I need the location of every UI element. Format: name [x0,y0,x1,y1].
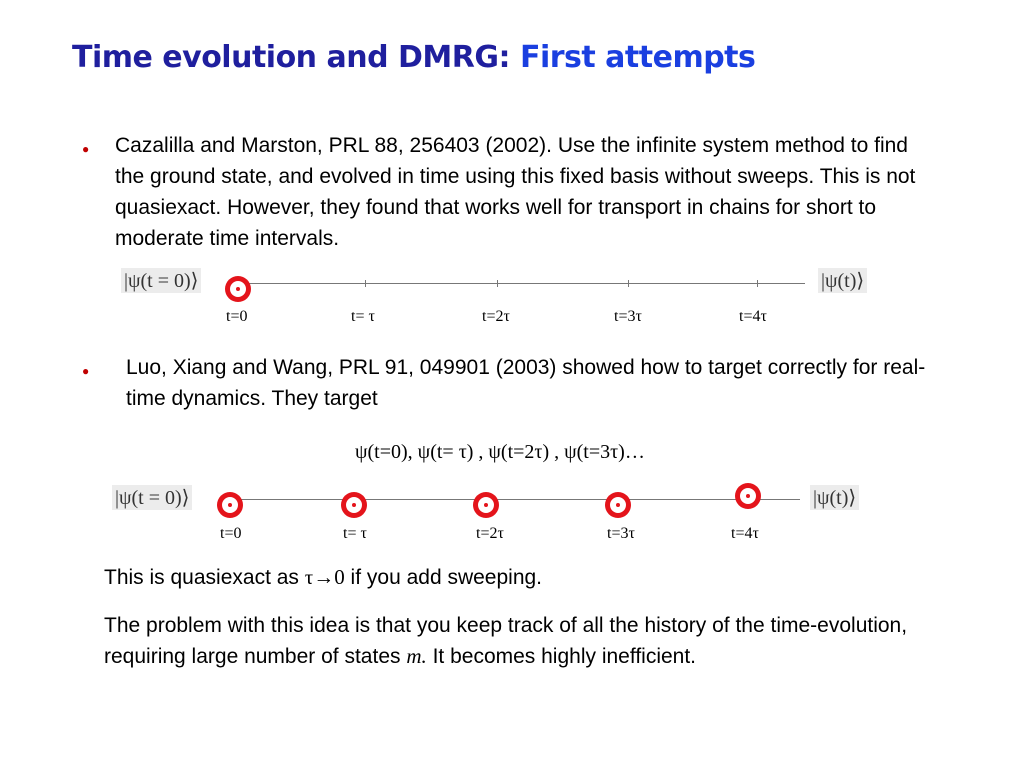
bullet-2-text: Luo, Xiang and Wang, PRL 91, 049901 (200… [126,356,926,410]
time-label: t=2τ [482,308,510,325]
timeline-1-tick [497,280,498,287]
left-ket-2: |ψ(t = 0)⟩ [112,485,193,510]
time-label: t=4τ [739,308,767,325]
time-label: t=4τ [731,525,759,542]
timeline-1-tick [365,280,366,287]
target-states-equation: ψ(t=0), ψ(t= τ) , ψ(t=2τ) , ψ(t=3τ)… [355,441,645,463]
timeline-2-axis [225,499,800,500]
slide-title: Time evolution and DMRG: First attempts [72,40,756,75]
target-marker [217,492,243,518]
quasiexact-note: This is quasiexact as τ→0 if you add swe… [104,565,543,589]
left-ket-1: |ψ(t = 0)⟩ [121,268,202,293]
timeline-1-tick [628,280,629,287]
time-label: t=2τ [476,525,504,542]
bullet-1-text: Cazalilla and Marston, PRL 88, 256403 (2… [115,134,916,250]
target-marker [735,483,761,509]
right-ket-2: |ψ(t)⟩ [810,485,860,510]
bullet-marker-2: ● [82,364,90,378]
title-main: Time evolution and DMRG: [72,40,511,75]
time-label: t=0 [220,525,242,542]
time-label: t= τ [343,525,367,542]
target-marker [473,492,499,518]
target-marker [225,276,251,302]
target-marker [341,492,367,518]
right-ket-1: |ψ(t)⟩ [818,268,868,293]
time-label: t=0 [226,308,248,325]
time-label: t=3τ [614,308,642,325]
problem-note: The problem with this idea is that you k… [104,614,908,668]
tau-limit: τ→0 [304,565,345,589]
time-label: t= τ [351,308,375,325]
time-label: t=3τ [607,525,635,542]
states-m: m. [406,644,427,668]
target-marker [605,492,631,518]
title-sub: First attempts [519,40,756,75]
timeline-1-tick [757,280,758,287]
bullet-marker-1: ● [82,142,90,156]
timeline-1-axis [232,283,805,284]
